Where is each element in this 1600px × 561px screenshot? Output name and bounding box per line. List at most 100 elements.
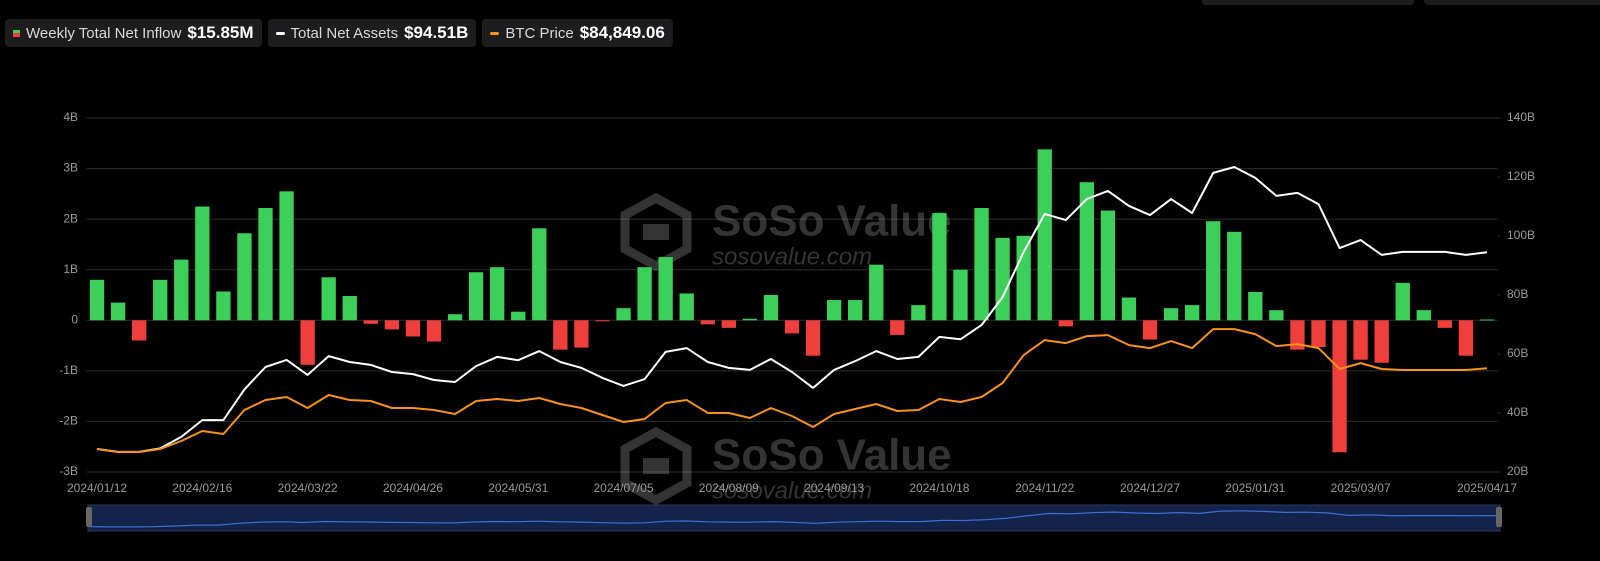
navigator-handle[interactable]	[86, 507, 92, 527]
bar	[1100, 210, 1116, 321]
y2-tick-label: 120B	[1507, 169, 1535, 183]
bar	[932, 213, 947, 321]
watermark-logo	[620, 426, 692, 506]
bar	[195, 206, 210, 321]
y-tick-label: 4B	[63, 110, 78, 124]
legend-name: Total Net Assets	[290, 24, 399, 42]
x-tick-label: 2024/01/12	[67, 481, 127, 495]
x-tick-label: 2024/09/13	[804, 481, 864, 495]
bar	[1374, 320, 1389, 363]
bar	[1184, 305, 1200, 321]
bar	[279, 191, 294, 321]
bar	[1121, 297, 1137, 321]
watermark-brand: SoSo Value	[712, 431, 952, 480]
bar	[658, 257, 673, 321]
y2-tick-label: 20B	[1507, 464, 1528, 478]
toolbar-button[interactable]	[1202, 0, 1414, 5]
line	[96, 328, 1488, 453]
bar	[405, 320, 421, 337]
bar	[1269, 310, 1284, 321]
bar	[110, 302, 126, 321]
bar	[321, 277, 336, 321]
bar	[805, 320, 821, 356]
bar	[131, 320, 147, 341]
bar	[1079, 182, 1094, 321]
x-tick-label: 2024/05/31	[488, 481, 548, 495]
bar	[911, 305, 926, 321]
legend-bar: Weekly Total Net Inflow $15.85M Total Ne…	[5, 19, 673, 47]
y-tick-label: 2B	[63, 211, 78, 225]
x-tick-label: 2024/12/27	[1120, 481, 1180, 495]
bar	[1395, 282, 1410, 321]
bar	[553, 320, 568, 350]
bar	[89, 279, 105, 321]
bar	[995, 237, 1010, 321]
legend-value: $84,849.06	[579, 23, 665, 42]
bar	[974, 208, 989, 321]
y-tick-label: -3B	[59, 464, 78, 478]
y2-tick-label: 140B	[1507, 110, 1535, 124]
toolbar-button[interactable]	[1424, 0, 1600, 5]
bar	[1416, 310, 1431, 321]
y-tick-label: -1B	[59, 363, 78, 377]
x-tick-label: 2024/04/26	[383, 481, 443, 495]
y2-tick-label: 100B	[1507, 228, 1535, 242]
legend-item[interactable]: BTC Price $84,849.06	[482, 19, 673, 47]
navigator-line	[89, 510, 1499, 528]
bar	[532, 228, 547, 321]
bar	[742, 318, 758, 321]
legend-item[interactable]: Total Net Assets $94.51B	[267, 19, 477, 47]
bar	[1037, 149, 1052, 321]
y-tick-label: 3B	[63, 161, 78, 175]
navigator-handle[interactable]	[1496, 507, 1502, 527]
bar	[679, 293, 694, 321]
legend-item[interactable]: Weekly Total Net Inflow $15.85M	[5, 19, 262, 47]
bar	[616, 308, 631, 321]
x-tick-label: 2024/03/22	[278, 481, 338, 495]
bar	[363, 320, 378, 324]
bar	[490, 267, 505, 321]
bar	[1248, 291, 1263, 321]
bar	[342, 296, 357, 321]
watermark: SoSo Value sosovalue.com SoSo Value soso…	[620, 192, 952, 506]
x-tick-label: 2024/10/18	[909, 481, 969, 495]
bar	[174, 259, 189, 321]
x-tick-label: 2025/01/31	[1225, 481, 1285, 495]
bar	[216, 291, 231, 321]
bar	[574, 320, 589, 348]
bar	[848, 300, 863, 321]
bar	[511, 311, 526, 321]
y-tick-label: 0	[71, 312, 78, 326]
bar	[890, 320, 905, 335]
bar	[1479, 319, 1495, 321]
watermark-url: sosovalue.com	[712, 243, 872, 270]
legend-value: $15.85M	[187, 23, 254, 42]
watermark-url: sosovalue.com	[712, 477, 872, 504]
line	[96, 166, 1488, 453]
bar	[1163, 308, 1179, 321]
x-tick-label: 2024/07/05	[593, 481, 653, 495]
y2-tick-label: 60B	[1507, 346, 1528, 360]
x-tick-label: 2024/11/22	[1015, 481, 1074, 495]
legend-name: Weekly Total Net Inflow	[26, 24, 182, 42]
bar	[1437, 320, 1453, 328]
legend-icon	[275, 31, 285, 35]
bar	[237, 233, 252, 321]
bar	[153, 279, 168, 321]
grid	[86, 117, 1498, 473]
navigator[interactable]	[87, 504, 1501, 532]
bar	[1142, 320, 1158, 340]
x-tick-label: 2025/04/17	[1457, 481, 1517, 495]
bar	[826, 300, 842, 321]
bar	[1290, 320, 1305, 350]
bar	[1353, 320, 1368, 360]
bar	[1206, 221, 1221, 321]
watermark-logo	[620, 192, 692, 272]
y-tick-label: 1B	[63, 262, 78, 276]
bar	[869, 264, 884, 321]
bar	[468, 272, 484, 321]
legend-name: BTC Price	[505, 24, 574, 42]
x-tick-label: 2024/02/16	[172, 481, 232, 495]
